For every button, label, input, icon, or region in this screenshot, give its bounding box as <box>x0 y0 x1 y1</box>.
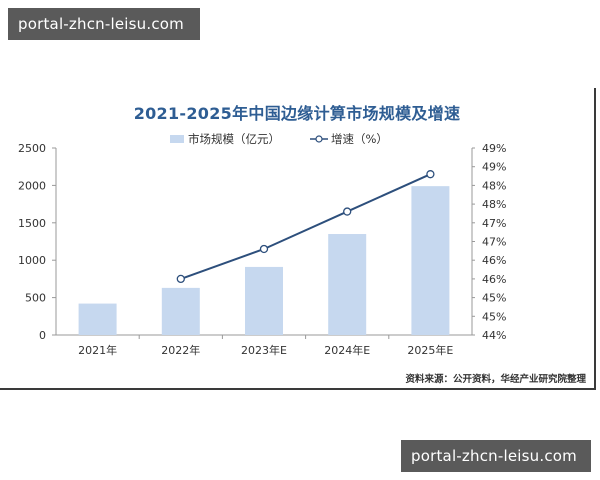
chart-legend: 市场规模（亿元） 增速（%） <box>170 131 388 147</box>
legend-line-label: 增速（%） <box>331 132 388 146</box>
legend-bar-swatch <box>170 135 184 143</box>
source-note: 资料来源：公开资料，华经产业研究院整理 <box>405 374 586 385</box>
chart-title: 2021-2025年中国边缘计算市场规模及增速 <box>133 104 461 123</box>
legend-line-marker-icon <box>310 135 328 143</box>
site-watermark-top: portal-zhcn-leisu.com <box>8 8 200 40</box>
site-watermark-bottom: portal-zhcn-leisu.com <box>401 440 591 472</box>
legend-bar-label: 市场规模（亿元） <box>188 132 280 146</box>
